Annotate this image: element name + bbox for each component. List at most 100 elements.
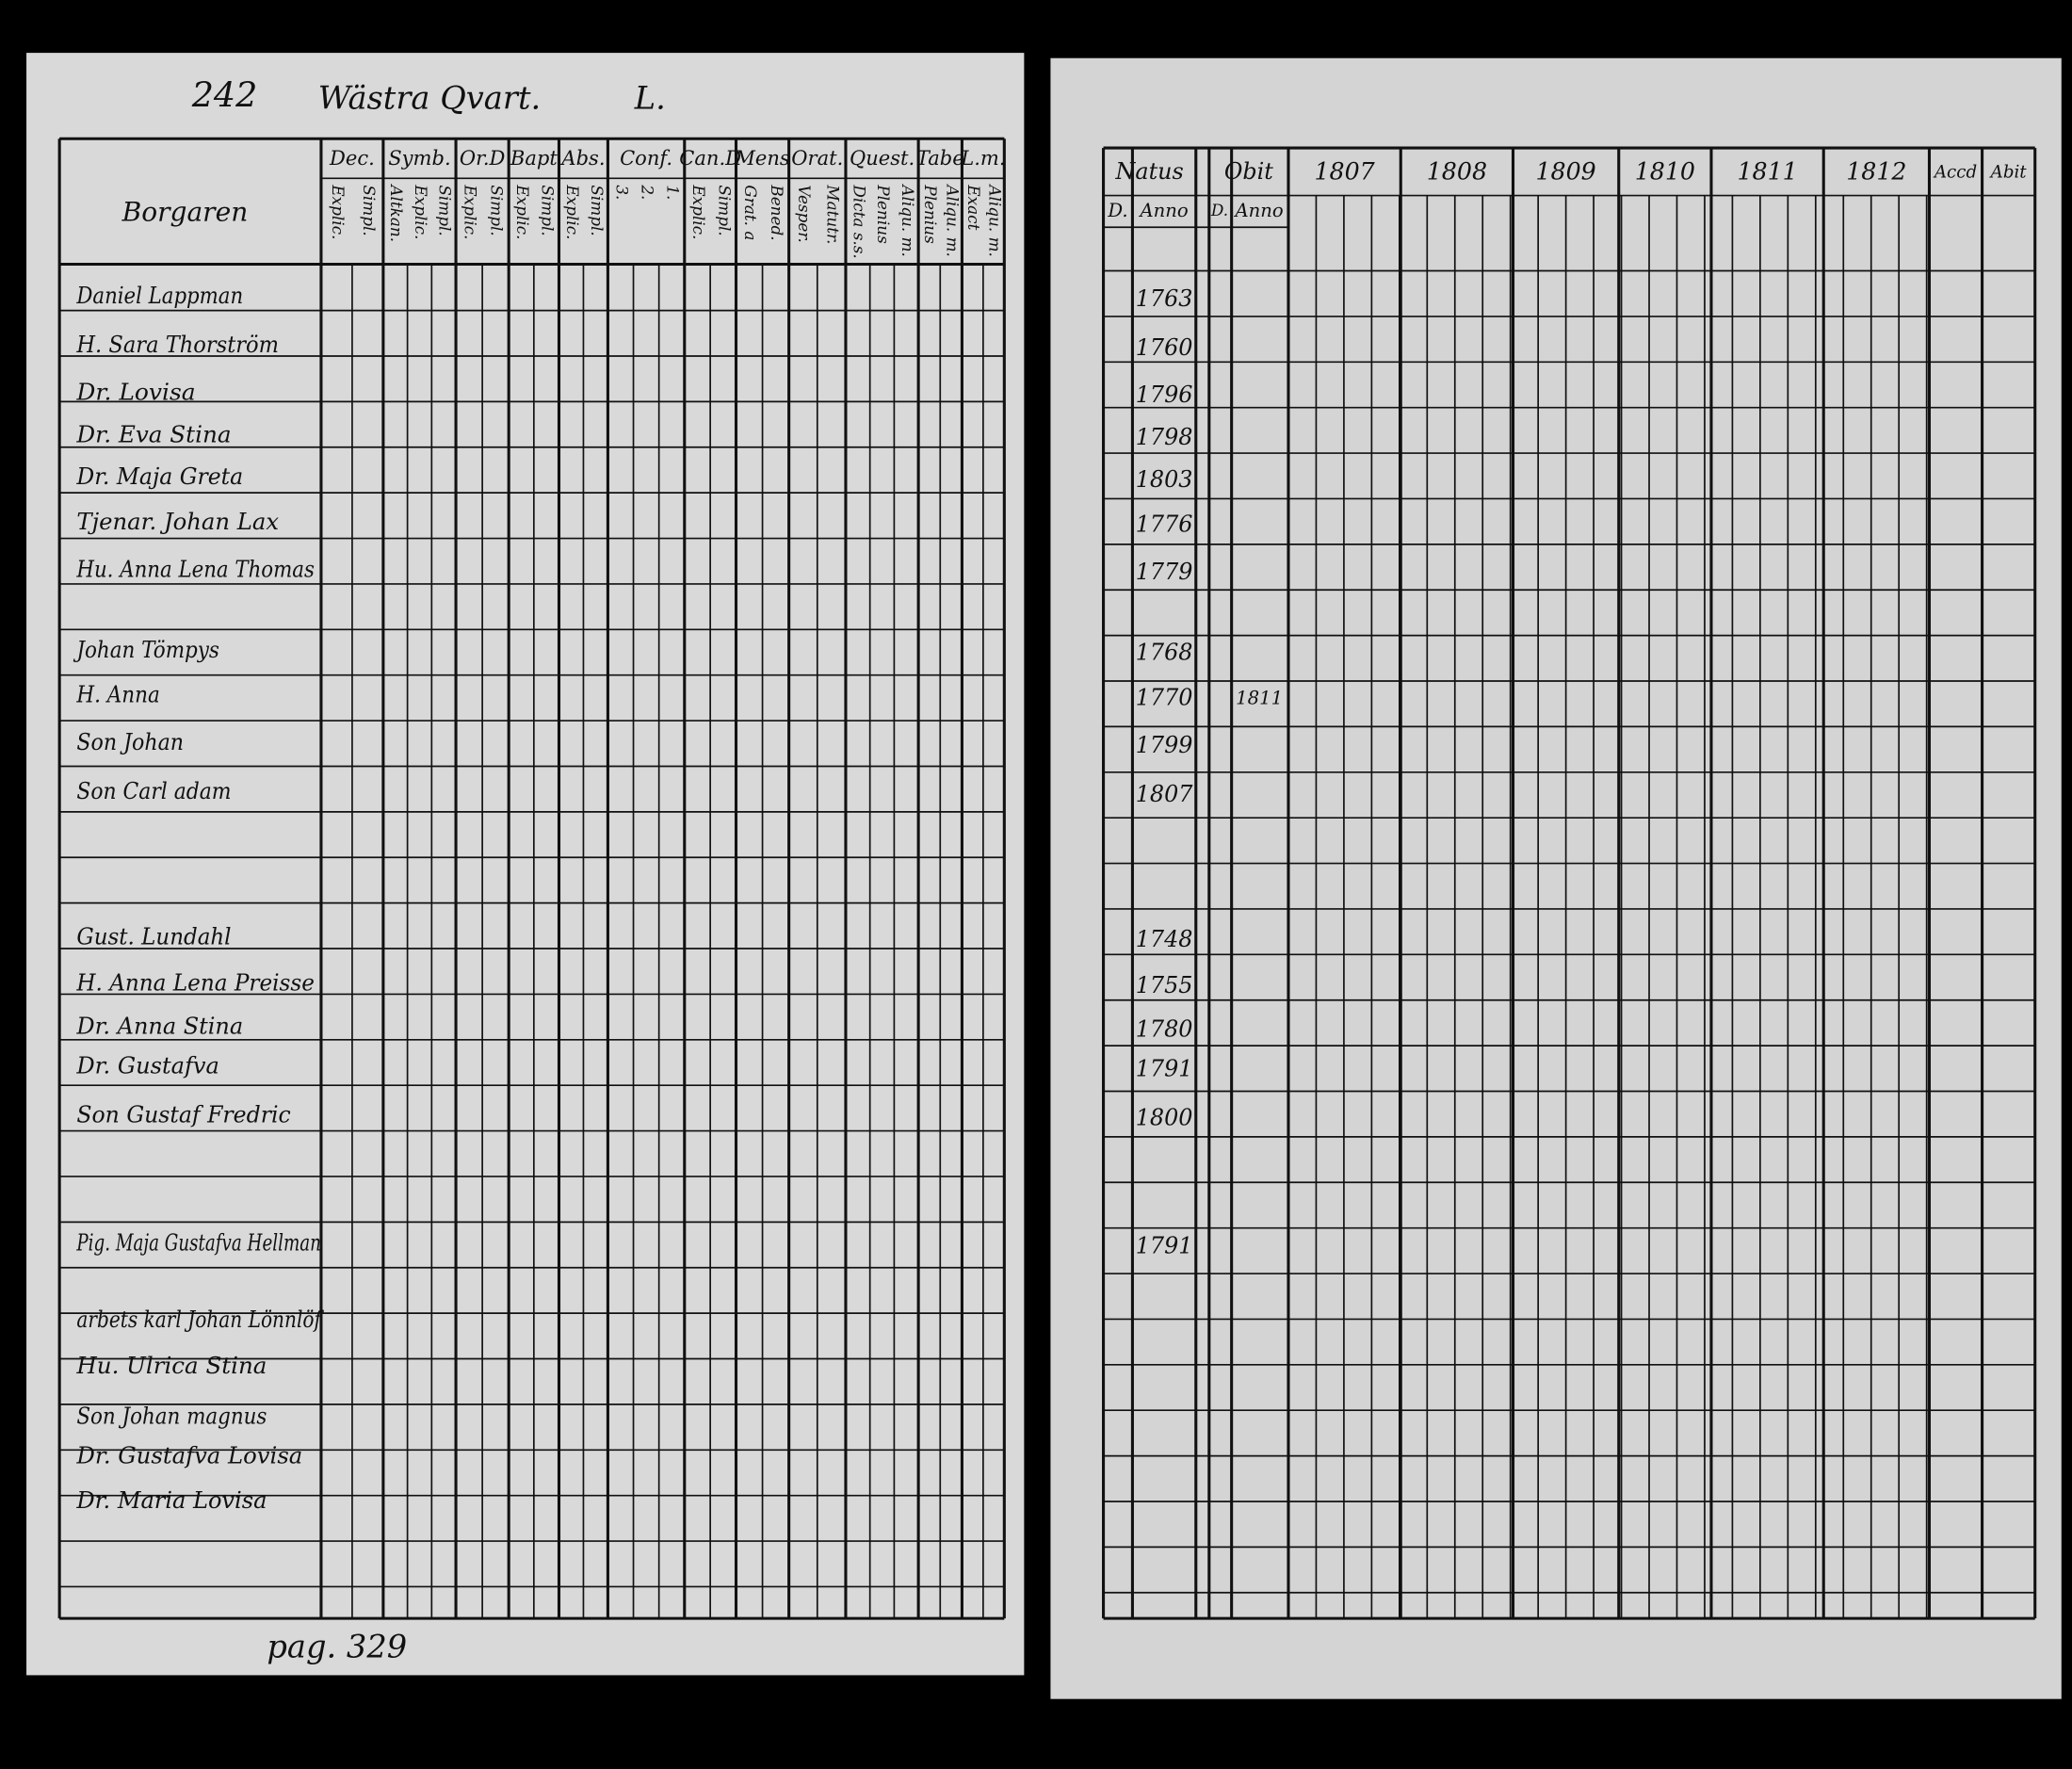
year-head: 1807	[1314, 158, 1375, 186]
column-sub: Matutr.	[823, 184, 842, 244]
year-head: 1810	[1635, 158, 1695, 186]
column-sub: Aliqu. m.	[898, 183, 917, 257]
birth-year: 1796	[1136, 381, 1193, 408]
column-head: Tabe	[916, 146, 964, 170]
column-head: Or.D	[460, 146, 506, 170]
column-sub: Simpl.	[588, 185, 607, 235]
birth-year: 1798	[1136, 424, 1193, 450]
birth-year: 1803	[1136, 466, 1193, 493]
year-head: 1812	[1846, 158, 1906, 186]
column-head: Can.D	[679, 146, 741, 170]
column-head: Conf.	[620, 146, 672, 170]
column-sub: Simpl.	[539, 185, 558, 235]
anno-head: Anno	[1138, 200, 1188, 221]
column-sub: 1.	[664, 185, 683, 200]
quarter-mark: L.	[634, 80, 666, 117]
birth-year: 1791	[1136, 1056, 1193, 1082]
column-head: Mens	[734, 146, 790, 170]
column-sub: Explic.	[513, 184, 532, 239]
accessit-head: Accd	[1933, 163, 1977, 183]
footer: pag. 329	[267, 1628, 407, 1664]
column-sub: Aliqu. m.	[986, 183, 1005, 257]
person-name: Dr. Gustafva Lovisa	[75, 1443, 302, 1469]
year-head: 1808	[1427, 158, 1487, 186]
column-head: L.m.	[960, 146, 1005, 170]
person-name: Dr. Maja Greta	[75, 463, 243, 490]
column-sub: Simpl.	[715, 185, 734, 235]
birth-year: 1770	[1136, 684, 1193, 710]
column-sub: Plenius	[921, 184, 940, 244]
estate-heading: Borgaren	[121, 197, 249, 228]
birth-year: 1763	[1136, 285, 1193, 312]
person-name: Dr. Lovisa	[75, 379, 195, 405]
column-sub: Grat. a	[741, 185, 760, 240]
natus-head: Natus	[1115, 158, 1184, 185]
column-sub: 2.	[639, 184, 657, 200]
column-sub: 3.	[612, 185, 631, 200]
person-name: Son Johan magnus	[76, 1403, 267, 1429]
day-head: D.	[1107, 200, 1127, 221]
column-sub: Explic.	[689, 184, 708, 239]
person-name: H. Anna Lena Preisse	[75, 969, 315, 996]
birth-year: 1768	[1136, 640, 1193, 666]
column-head: Dec.	[329, 146, 375, 170]
page-number: 242	[191, 74, 258, 115]
column-sub: Simpl.	[436, 185, 455, 235]
abiit-head: Abit	[1989, 163, 2028, 183]
year-head: 1811	[1737, 158, 1797, 186]
content: Dec. Explic. Simpl. Symb. Altkan. Explic. Simp…	[57, 137, 2037, 1620]
heading: Wästra Qvart.	[318, 80, 541, 117]
birth-year: 1760	[1136, 334, 1193, 361]
column-sub: Aliqu. m.	[943, 183, 962, 257]
column-sub: Exact	[964, 184, 983, 230]
column-head: Abs.	[559, 146, 605, 170]
person-name: Hu. Anna Lena Thomas	[75, 556, 314, 582]
birth-year: 1780	[1136, 1015, 1193, 1042]
person-name: Johan Tömpys	[73, 637, 219, 663]
column-head: Symb.	[388, 146, 450, 170]
death-year: 1811	[1236, 687, 1283, 708]
person-name: Dr. Anna Stina	[75, 1014, 243, 1040]
anno-head: Anno	[1233, 200, 1283, 221]
column-sub: Simpl.	[488, 185, 507, 235]
column-sub: Explic.	[563, 184, 582, 239]
obit-head: Obit	[1224, 158, 1273, 185]
person-name: Son Gustaf Fredric	[76, 1102, 290, 1128]
column-head: Quest.	[850, 146, 915, 170]
person-name: Hu. Ulrica Stina	[75, 1353, 267, 1379]
column-sub: Explic.	[329, 184, 348, 239]
birth-year: 1755	[1136, 972, 1193, 998]
birth-year: 1776	[1136, 511, 1193, 538]
birth-year: 1799	[1136, 732, 1193, 758]
column-head: Bapt	[510, 146, 558, 170]
person-name: Daniel Lappman	[75, 283, 243, 309]
person-name: arbets karl Johan Lönnlöf	[76, 1306, 324, 1333]
right-page	[1050, 57, 2062, 1699]
birth-year: 1779	[1136, 559, 1193, 585]
person-name: Son Johan	[76, 729, 184, 755]
column-sub: Simpl.	[360, 185, 379, 235]
year-head: 1809	[1535, 158, 1595, 186]
birth-year: 1807	[1136, 781, 1193, 807]
person-name: Dr. Eva Stina	[75, 421, 231, 447]
column-head: Orat.	[791, 146, 843, 170]
person-name: Dr. Gustafva	[75, 1053, 219, 1079]
person-name: H. Anna	[75, 682, 159, 708]
person-name: H. Sara Thorström	[75, 332, 279, 358]
person-name: Son Carl adam	[76, 778, 231, 804]
column-sub: Altkan.	[387, 183, 406, 242]
person-name: Pig. Maja Gustafva Hellman	[76, 1230, 321, 1257]
person-name: Gust. Lundahl	[76, 923, 231, 949]
column-sub: Explic.	[461, 184, 480, 239]
column-sub: Bened.	[768, 184, 786, 240]
birth-year: 1791	[1136, 1232, 1193, 1258]
day-head: D.	[1210, 201, 1228, 219]
column-sub: Vesper.	[795, 185, 814, 242]
person-name: Tjenar. Johan Lax	[76, 509, 279, 535]
column-sub: Explic.	[412, 184, 430, 239]
person-name: Dr. Maria Lovisa	[75, 1487, 267, 1514]
birth-year: 1748	[1136, 926, 1193, 952]
column-sub: Plenius	[874, 184, 893, 244]
